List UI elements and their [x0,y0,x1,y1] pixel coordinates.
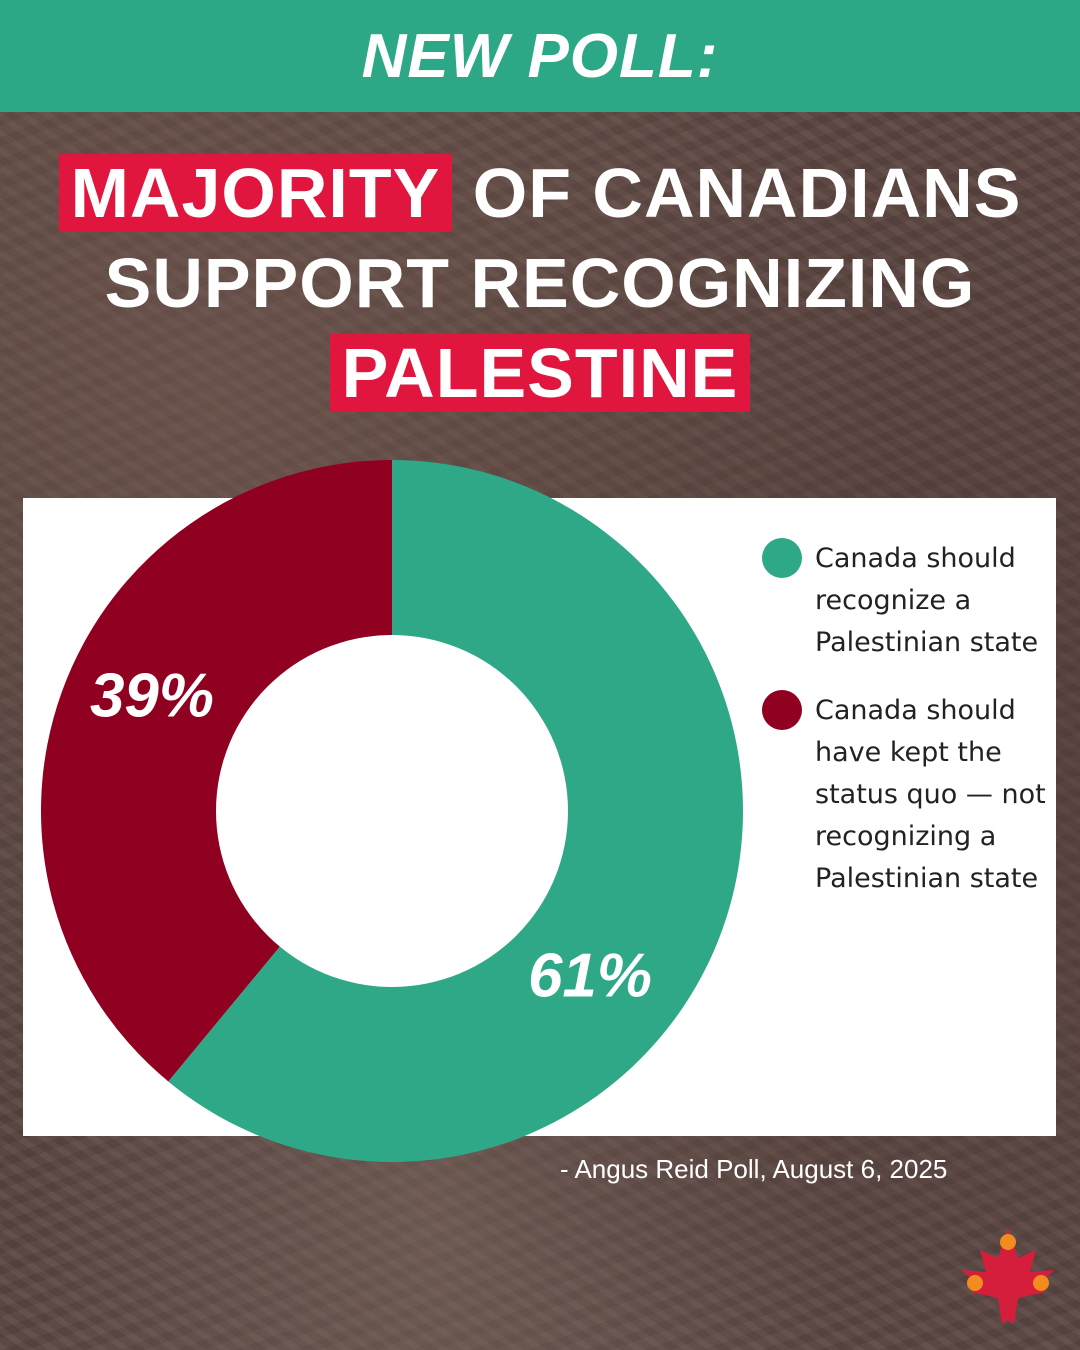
headline-line-1-rest: OF CANADIANS [452,154,1022,232]
slice-value-label: 61% [528,941,652,1010]
banner-title: NEW POLL: [361,21,719,91]
headline-line-2: SUPPORT RECOGNIZING [104,244,976,322]
headline-highlight-palestine: PALESTINE [329,334,751,412]
chart-legend: Canada should recognize a Palestinian st… [762,538,1062,926]
headline-line-1: MAJORITY OF CANADIANS [0,148,1080,238]
legend-item: Canada should have kept the status quo —… [762,690,1062,900]
headline-line-3: PALESTINE [0,328,1080,418]
slice-value-label: 39% [90,661,214,730]
legend-swatch [762,538,802,578]
legend-swatch [762,690,802,730]
donut-hole [216,635,568,987]
top-banner: NEW POLL: [0,0,1080,112]
donut-slice [40,460,393,1082]
maple-leaf-logo [962,1228,1054,1324]
figure-center-icon [1000,1234,1016,1250]
legend-item: Canada should recognize a Palestinian st… [762,538,1062,664]
headline: MAJORITY OF CANADIANS SUPPORT RECOGNIZIN… [0,148,1080,418]
headline-highlight-majority: MAJORITY [58,154,453,232]
legend-label: Canada should recognize a Palestinian st… [815,543,1039,658]
maple-leaf-icon [962,1228,1054,1324]
legend-label: Canada should have kept the status quo —… [815,695,1046,894]
source-citation: - Angus Reid Poll, August 6, 2025 [560,1154,948,1184]
figure-left-icon [967,1275,983,1291]
figure-right-icon [1033,1275,1049,1291]
